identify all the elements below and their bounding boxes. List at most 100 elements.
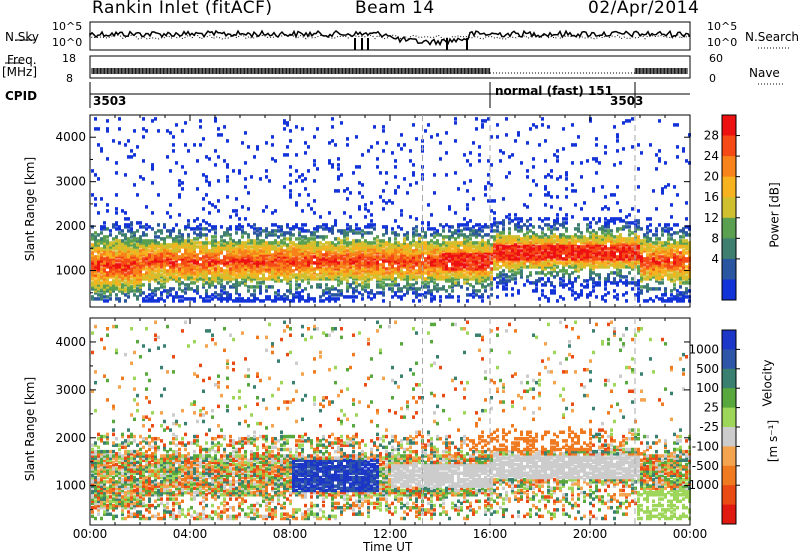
data-cell <box>229 263 232 267</box>
data-cell <box>517 271 520 275</box>
data-cell <box>298 275 301 279</box>
data-cell <box>490 269 493 273</box>
data-cell <box>472 245 475 249</box>
freq-tick-bottom: 8 <box>66 72 73 85</box>
data-cell <box>322 245 325 249</box>
data-cell <box>544 187 547 191</box>
data-cell <box>376 235 379 239</box>
data-cell <box>535 235 538 239</box>
data-cell <box>433 295 436 299</box>
data-cell <box>604 237 607 241</box>
data-cell <box>91 267 94 271</box>
data-cell <box>208 281 211 285</box>
freq-tick-top: 18 <box>62 52 76 65</box>
data-cell <box>178 255 181 259</box>
data-cell <box>310 267 313 271</box>
data-cell <box>238 259 241 263</box>
data-cell <box>583 247 586 251</box>
data-cell <box>100 281 103 285</box>
data-cell <box>178 281 181 285</box>
data-cell <box>514 247 517 251</box>
data-cell <box>223 273 226 277</box>
data-cell <box>349 191 352 195</box>
data-cell <box>607 247 610 251</box>
data-cell <box>100 283 103 287</box>
data-cell <box>106 245 109 249</box>
data-cell <box>544 265 547 269</box>
data-cell <box>424 243 427 247</box>
data-cell <box>250 293 253 297</box>
data-cell <box>94 255 97 259</box>
data-cell <box>202 243 205 247</box>
data-cell <box>403 257 406 261</box>
data-cell <box>451 241 454 245</box>
data-cell <box>133 269 136 273</box>
data-cell <box>157 269 160 273</box>
data-cell <box>97 279 100 283</box>
data-cell <box>214 205 217 209</box>
data-cell <box>430 243 433 247</box>
data-cell <box>298 231 301 235</box>
data-cell <box>394 257 397 261</box>
data-cell <box>472 141 475 145</box>
data-cell <box>226 271 229 275</box>
data-cell <box>418 267 421 271</box>
data-cell <box>178 239 181 243</box>
data-cell <box>238 243 241 247</box>
data-cell <box>94 257 97 261</box>
data-cell <box>241 297 244 301</box>
data-cell <box>184 269 187 273</box>
data-cell <box>340 263 343 267</box>
data-cell <box>181 295 184 299</box>
data-cell <box>346 273 349 277</box>
data-cell <box>547 241 550 245</box>
data-cell <box>142 299 145 303</box>
data-cell <box>508 259 511 263</box>
data-cell <box>238 257 241 261</box>
data-cell <box>451 243 454 247</box>
data-cell <box>295 253 298 257</box>
data-cell <box>406 283 409 287</box>
data-cell <box>388 261 391 265</box>
data-cell <box>103 261 106 265</box>
data-cell <box>457 257 460 261</box>
data-cell <box>94 245 97 249</box>
data-cell <box>91 257 94 261</box>
data-cell <box>511 263 514 267</box>
data-cell <box>574 259 577 263</box>
data-cell <box>280 251 283 255</box>
data-cell <box>487 243 490 247</box>
data-cell <box>208 279 211 283</box>
data-cell <box>256 261 259 265</box>
data-cell <box>313 159 316 163</box>
data-cell <box>352 249 355 253</box>
data-cell <box>127 259 130 263</box>
data-cell <box>343 239 346 243</box>
data-cell <box>94 291 97 295</box>
data-cell <box>181 239 184 243</box>
data-cell <box>571 257 574 261</box>
data-cell <box>163 259 166 263</box>
data-cell <box>445 271 448 275</box>
data-cell <box>262 255 265 259</box>
data-cell <box>517 289 520 293</box>
data-cell <box>595 283 598 287</box>
data-cell <box>445 267 448 271</box>
data-cell <box>535 279 538 283</box>
data-cell <box>112 283 115 287</box>
data-cell <box>181 181 184 185</box>
data-cell <box>235 249 238 253</box>
data-cell <box>136 269 139 273</box>
data-cell <box>454 251 457 255</box>
data-cell <box>160 261 163 265</box>
data-cell <box>427 227 430 231</box>
data-cell <box>382 207 385 211</box>
data-cell <box>136 237 139 241</box>
data-cell <box>244 261 247 265</box>
data-cell <box>472 253 475 257</box>
data-cell <box>244 269 247 273</box>
data-cell <box>127 275 130 279</box>
data-cell <box>148 253 151 257</box>
data-cell <box>163 225 166 229</box>
data-cell <box>400 133 403 137</box>
